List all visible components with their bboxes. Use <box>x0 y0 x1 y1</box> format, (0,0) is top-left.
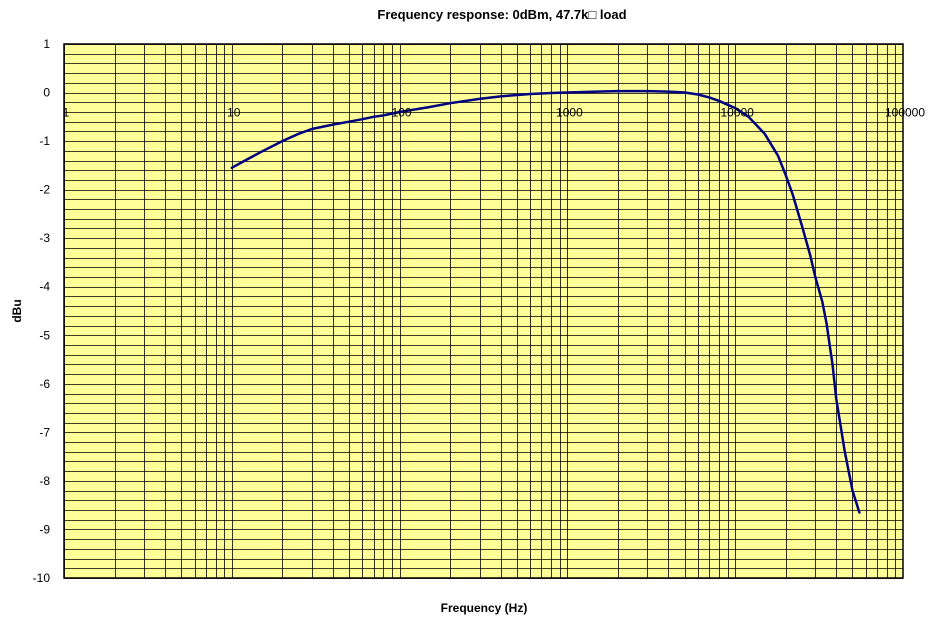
y-tick-label: -6 <box>39 377 50 391</box>
x-tick-label: 100000 <box>885 106 925 120</box>
x-tick-label: 10 <box>227 106 241 120</box>
y-axis-label: dBu <box>10 299 24 322</box>
x-tick-label: 10000 <box>721 106 755 120</box>
y-tick-label: 1 <box>43 37 50 51</box>
series-line <box>230 89 861 514</box>
x-tick-label: 100 <box>392 106 412 120</box>
y-tick-label: -3 <box>39 231 50 245</box>
y-tick-label: -9 <box>39 522 50 536</box>
x-tick-labels: 1 10 100 1000 10000 100000 <box>63 106 926 120</box>
plot-area <box>64 44 903 578</box>
grid-lines <box>64 44 903 579</box>
x-tick-label: 1000 <box>556 106 583 120</box>
y-tick-label: -10 <box>33 571 51 585</box>
plot-frame <box>63 43 904 579</box>
y-tick-label: 0 <box>43 86 50 100</box>
y-tick-label: -4 <box>39 280 50 294</box>
chart-title: Frequency response: 0dBm, 47.7k□ load <box>377 7 626 22</box>
x-axis-label: Frequency (Hz) <box>441 601 528 615</box>
plot-background <box>64 44 903 578</box>
y-tick-label: -8 <box>39 474 50 488</box>
series-layer <box>230 89 861 514</box>
y-tick-label: -5 <box>39 328 50 342</box>
plot-border <box>63 43 904 579</box>
x-tick-label: 1 <box>63 106 70 120</box>
y-tick-labels: 1 0 -1 -2 -3 -4 -5 -6 -7 -8 -9 -10 <box>33 37 51 585</box>
y-tick-label: -7 <box>39 425 50 439</box>
y-tick-label: -1 <box>39 134 50 148</box>
y-tick-label: -2 <box>39 183 50 197</box>
